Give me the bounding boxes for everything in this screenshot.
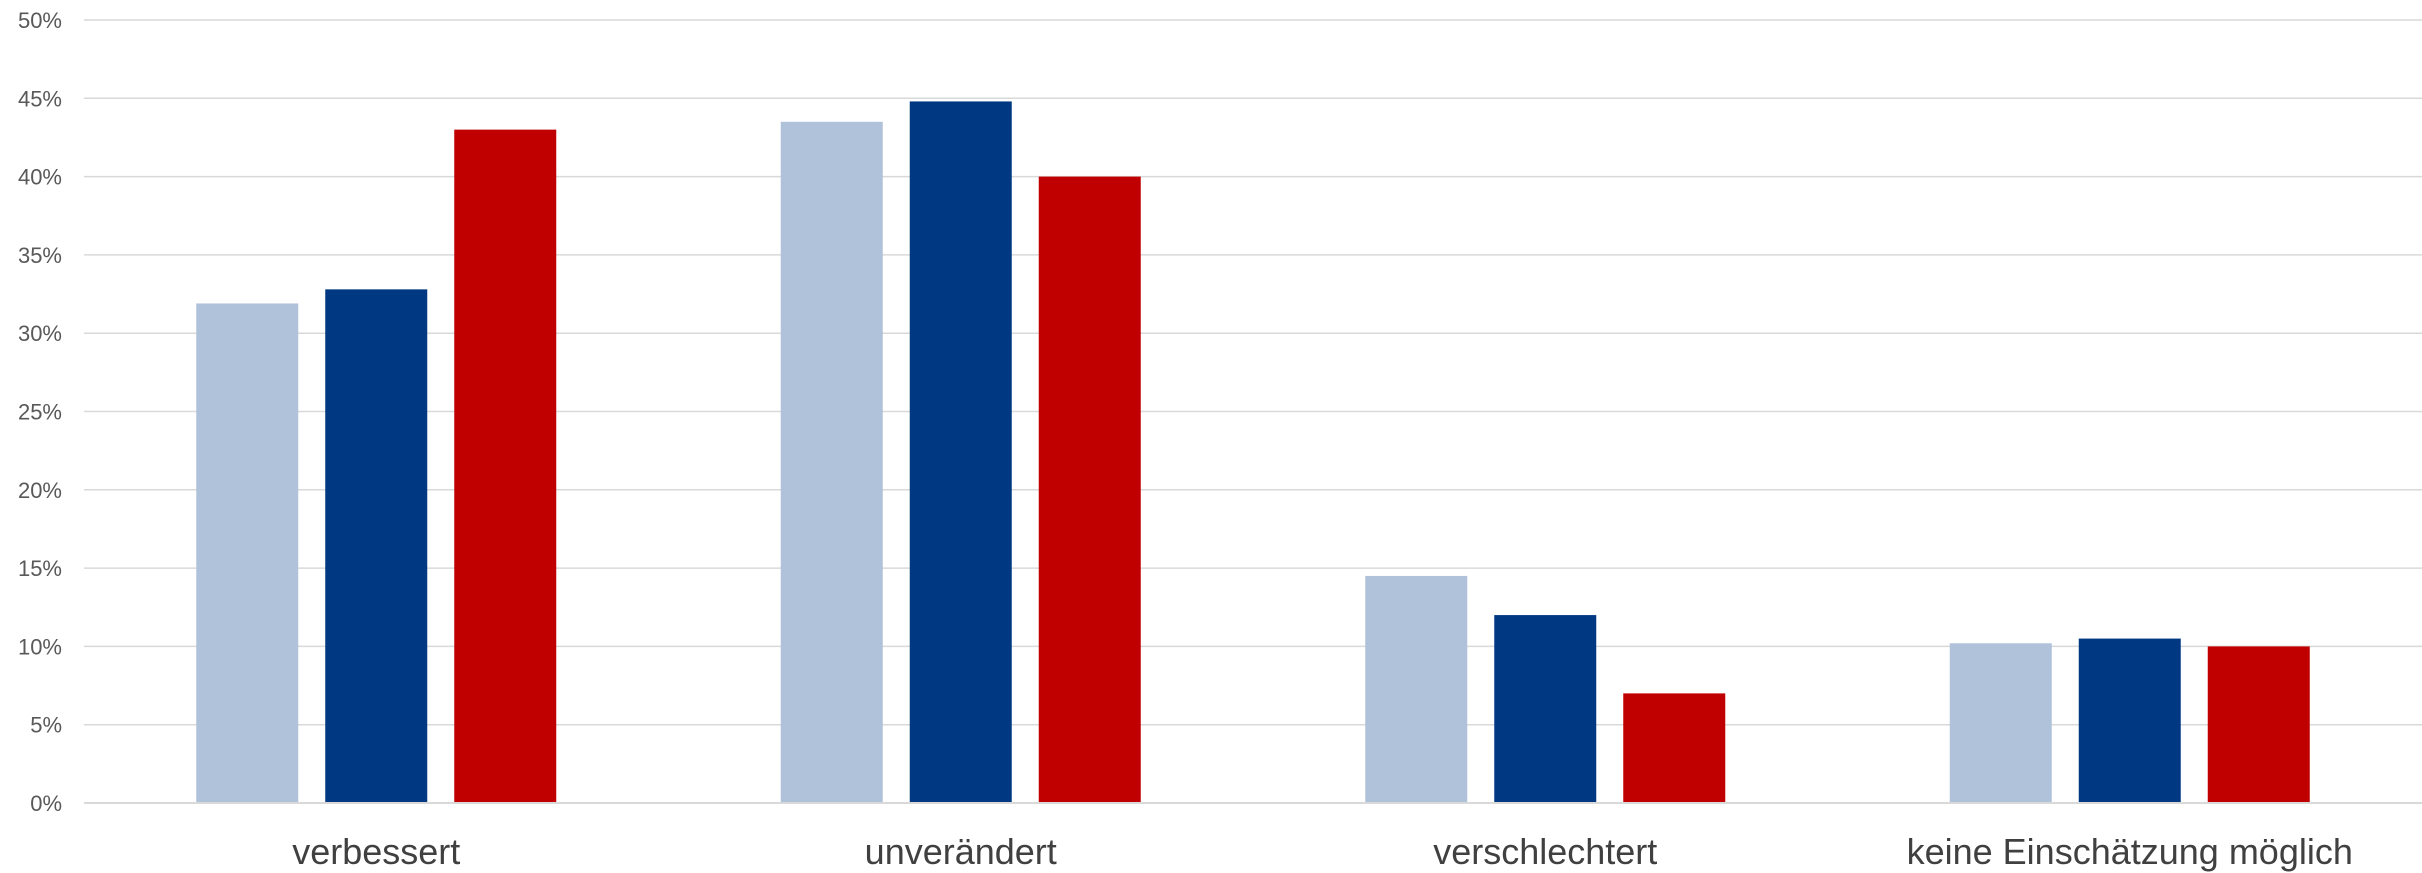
y-tick-label: 45% (18, 86, 62, 111)
y-tick-label: 0% (30, 791, 62, 816)
y-axis-ticks: 0% 5% 10% 15% 20% 25% 30% 35% 40% 45% 50% (18, 8, 62, 816)
x-category-label: unverändert (865, 831, 1057, 872)
y-tick-label: 25% (18, 400, 62, 425)
bar (325, 289, 428, 803)
y-tick-label: 50% (18, 8, 62, 33)
bar (1365, 575, 1468, 803)
y-tick-label: 35% (18, 243, 62, 268)
y-tick-label: 20% (18, 478, 62, 503)
y-tick-label: 5% (30, 713, 62, 738)
x-axis-categories: verbessert unverändert verschlechtert keine… (292, 831, 2353, 872)
bar (1623, 693, 1726, 803)
y-tick-label: 40% (18, 165, 62, 190)
gridlines (84, 19, 2422, 726)
bars (196, 101, 2310, 804)
bar (454, 129, 557, 803)
x-category-label: verbessert (292, 831, 460, 872)
bar (2207, 646, 2310, 803)
bar (909, 101, 1012, 803)
y-tick-label: 10% (18, 634, 62, 659)
bar (1949, 643, 2052, 803)
bar (2078, 638, 2181, 803)
x-category-label: keine Einschätzung möglich (1907, 831, 2353, 872)
bar (780, 121, 883, 804)
y-tick-label: 15% (18, 556, 62, 581)
y-tick-label: 30% (18, 321, 62, 346)
bar (1038, 176, 1141, 804)
bar (1494, 615, 1597, 803)
x-category-label: verschlechtert (1433, 831, 1657, 872)
bar (196, 303, 299, 803)
